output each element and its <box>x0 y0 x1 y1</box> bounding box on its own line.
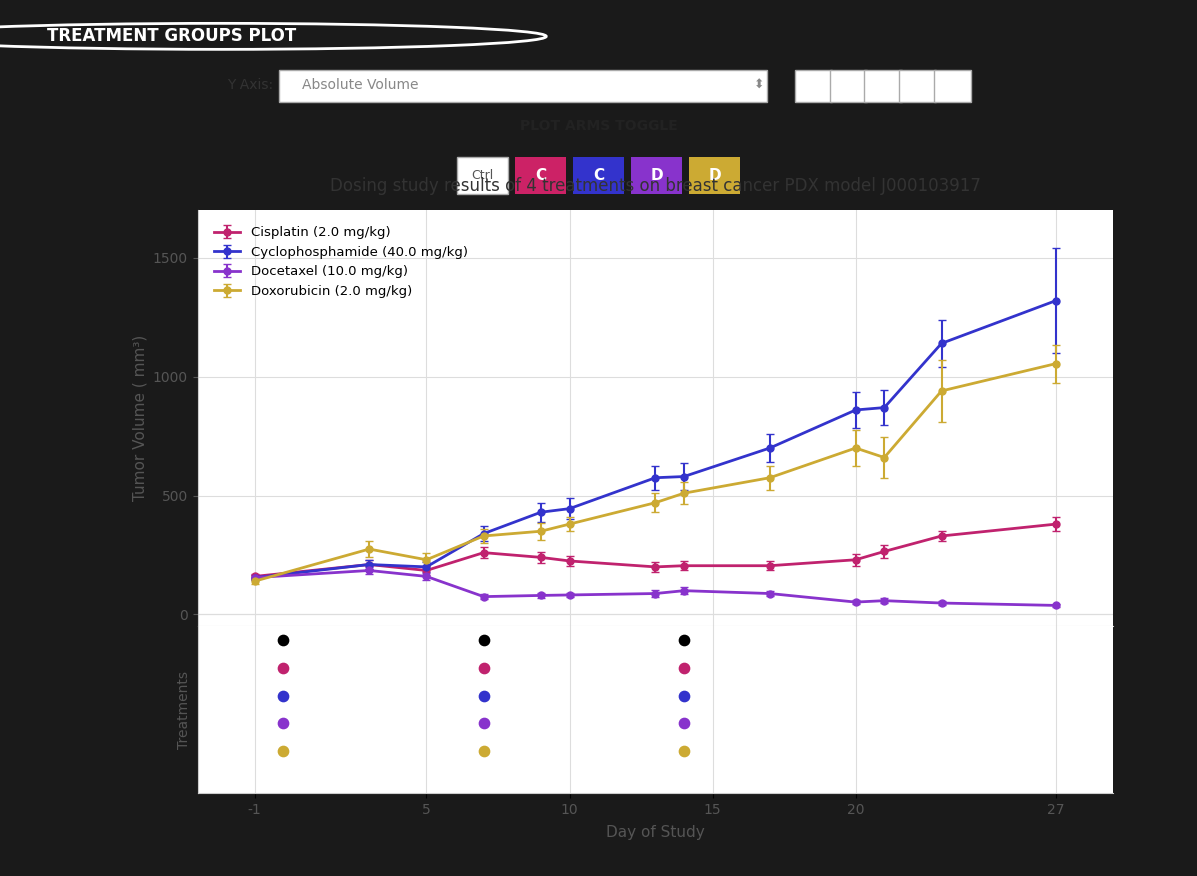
Text: PLOT ARMS TOGGLE: PLOT ARMS TOGGLE <box>519 119 678 133</box>
Y-axis label: Treatments: Treatments <box>177 670 190 749</box>
Point <box>274 661 293 675</box>
FancyBboxPatch shape <box>457 157 508 194</box>
Text: D: D <box>709 167 721 183</box>
Point <box>474 689 493 703</box>
Point <box>474 661 493 675</box>
Point <box>274 689 293 703</box>
FancyBboxPatch shape <box>864 69 901 102</box>
Text: C: C <box>593 167 604 183</box>
Text: Y Axis:: Y Axis: <box>227 79 273 92</box>
FancyBboxPatch shape <box>830 69 867 102</box>
Point <box>674 689 693 703</box>
FancyBboxPatch shape <box>689 157 740 194</box>
Text: i: i <box>219 32 223 41</box>
Point <box>274 745 293 759</box>
Title: Dosing study results of 4 treatments on breast cancer PDX model J000103917: Dosing study results of 4 treatments on … <box>330 177 980 194</box>
FancyBboxPatch shape <box>934 69 971 102</box>
Point <box>474 745 493 759</box>
Point <box>274 633 293 647</box>
Text: TREATMENT GROUPS PLOT: TREATMENT GROUPS PLOT <box>47 27 296 46</box>
FancyBboxPatch shape <box>631 157 682 194</box>
FancyBboxPatch shape <box>899 69 936 102</box>
Point <box>674 717 693 731</box>
Text: ⬍: ⬍ <box>753 79 764 92</box>
Point <box>674 633 693 647</box>
Text: D: D <box>650 167 663 183</box>
FancyBboxPatch shape <box>279 69 767 102</box>
FancyBboxPatch shape <box>573 157 624 194</box>
X-axis label: Day of Study: Day of Study <box>606 825 705 840</box>
Text: Absolute Volume: Absolute Volume <box>303 79 419 92</box>
Y-axis label: Tumor Volume ( mm³): Tumor Volume ( mm³) <box>132 336 147 501</box>
FancyBboxPatch shape <box>515 157 566 194</box>
Point <box>674 661 693 675</box>
Text: Ctrl: Ctrl <box>472 169 493 181</box>
Text: C: C <box>535 167 546 183</box>
Point <box>274 717 293 731</box>
FancyBboxPatch shape <box>795 69 832 102</box>
Legend: Cisplatin (2.0 mg/kg), Cyclophosphamide (40.0 mg/kg), Docetaxel (10.0 mg/kg), Do: Cisplatin (2.0 mg/kg), Cyclophosphamide … <box>208 221 473 303</box>
Point <box>474 717 493 731</box>
Point <box>474 633 493 647</box>
Point <box>674 745 693 759</box>
